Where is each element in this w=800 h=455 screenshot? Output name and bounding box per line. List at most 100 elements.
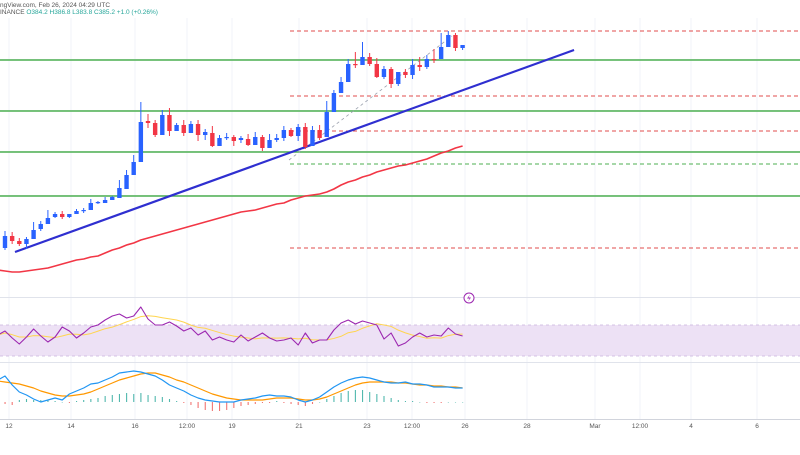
candle-body-23: [167, 115, 172, 131]
candle-43: [310, 126, 315, 146]
high-value: H386.8: [49, 9, 71, 16]
macd-hist-bar-7: [54, 401, 56, 402]
candle-16: [117, 180, 122, 198]
macd-hist-bar-52: [376, 394, 378, 402]
candle-27: [195, 120, 201, 141]
macd-hist-bar-30: [219, 402, 221, 411]
candle-52: [374, 58, 379, 78]
candle-25: [181, 120, 186, 136]
candle-body-13: [95, 202, 101, 204]
time-tick-label-13: 6: [755, 423, 759, 430]
macd-hist-bar-63: [454, 402, 457, 403]
candle-body-8: [60, 214, 65, 217]
macd-hist-bar-53: [383, 396, 385, 402]
candle-body-0: [2, 236, 8, 248]
candle-54: [388, 67, 394, 88]
macd-hist-bar-11: [83, 400, 85, 402]
candle-57: [410, 59, 415, 79]
macd-separator: [0, 362, 800, 363]
macd-hist-bar-61: [440, 402, 442, 403]
candle-41: [295, 124, 301, 141]
candle-body-32: [231, 137, 236, 141]
candle-2: [17, 238, 22, 246]
candle-62: [446, 31, 451, 47]
time-tick-label-0: 12: [5, 423, 13, 430]
candle-body-61: [438, 47, 444, 59]
macd-hist-bar-33: [240, 402, 242, 406]
chart-exchange: INANCE: [0, 9, 25, 16]
candle-body-24: [174, 125, 179, 131]
candle-1: [9, 232, 15, 244]
candle-12: [88, 199, 93, 210]
candle-59: [424, 55, 430, 69]
candle-15: [110, 196, 115, 200]
candle-4: [31, 222, 36, 239]
candle-body-48: [346, 64, 351, 82]
macd-hist-bar-42: [304, 402, 306, 406]
candle-body-27: [195, 124, 201, 135]
lightning-icon[interactable]: [463, 292, 475, 304]
macd-hist-bar-35: [254, 402, 256, 404]
fib-guide-line: [288, 35, 453, 161]
candle-13: [95, 201, 101, 204]
macd-hist-bar-38: [276, 401, 278, 402]
macd-hist-bar-20: [147, 395, 149, 402]
candle-body-62: [446, 35, 451, 47]
candle-24: [174, 123, 179, 131]
candle-38: [274, 134, 279, 142]
candle-body-50: [360, 57, 365, 65]
close-value: C385.2: [94, 9, 115, 16]
macd-hist-bar-16: [118, 394, 120, 402]
macd-hist-bar-31: [226, 402, 228, 410]
candle-32: [231, 135, 236, 146]
candle-17: [124, 170, 129, 189]
candle-18: [131, 155, 136, 175]
candle-44: [317, 125, 322, 140]
candle-body-53: [381, 69, 387, 77]
candle-body-29: [210, 133, 215, 146]
candle-14: [102, 197, 108, 203]
candle-0: [2, 231, 8, 250]
candle-26: [188, 121, 194, 133]
candle-body-3: [24, 239, 29, 244]
macd-hist-bar-3: [25, 399, 28, 402]
macd-hist-bar-40: [290, 402, 292, 404]
candle-body-20: [145, 121, 151, 123]
macd-hist-bar-64: [462, 402, 464, 403]
candle-46: [331, 90, 337, 112]
candle-body-33: [238, 138, 244, 140]
candle-body-44: [317, 130, 322, 138]
time-tick-label-3: 12:00: [179, 423, 196, 430]
candle-body-14: [102, 200, 108, 203]
candle-body-10: [74, 211, 79, 214]
candle-50: [360, 42, 365, 65]
macd-line: [0, 370, 463, 403]
candle-body-16: [117, 188, 122, 198]
candle-body-18: [131, 162, 136, 175]
candle-42: [303, 123, 308, 149]
macd-hist-bar-15: [111, 395, 113, 402]
macd-hist-bar-48: [347, 391, 349, 402]
candle-body-34: [245, 139, 251, 145]
candle-body-37: [267, 140, 272, 148]
candle-30: [217, 135, 222, 146]
time-tick-label-7: 12:00: [404, 423, 421, 430]
macd-hist-bar-36: [261, 402, 263, 403]
moving-average: [0, 145, 463, 273]
candle-11: [81, 208, 86, 213]
rsi-average-line: [0, 315, 463, 341]
macd-hist-bar-59: [426, 402, 428, 403]
candle-body-17: [124, 175, 129, 189]
candle-35: [253, 132, 258, 145]
rsi-separator: [0, 297, 800, 298]
candle-45: [324, 101, 329, 137]
candle-body-58: [417, 65, 422, 67]
candle-21: [152, 120, 158, 137]
time-tick-label-12: 4: [689, 423, 693, 430]
macd-indicator: [0, 370, 464, 411]
macd-hist-bar-24: [176, 401, 178, 402]
macd-hist-bar-17: [126, 393, 128, 402]
rsi-indicator: [0, 306, 800, 357]
